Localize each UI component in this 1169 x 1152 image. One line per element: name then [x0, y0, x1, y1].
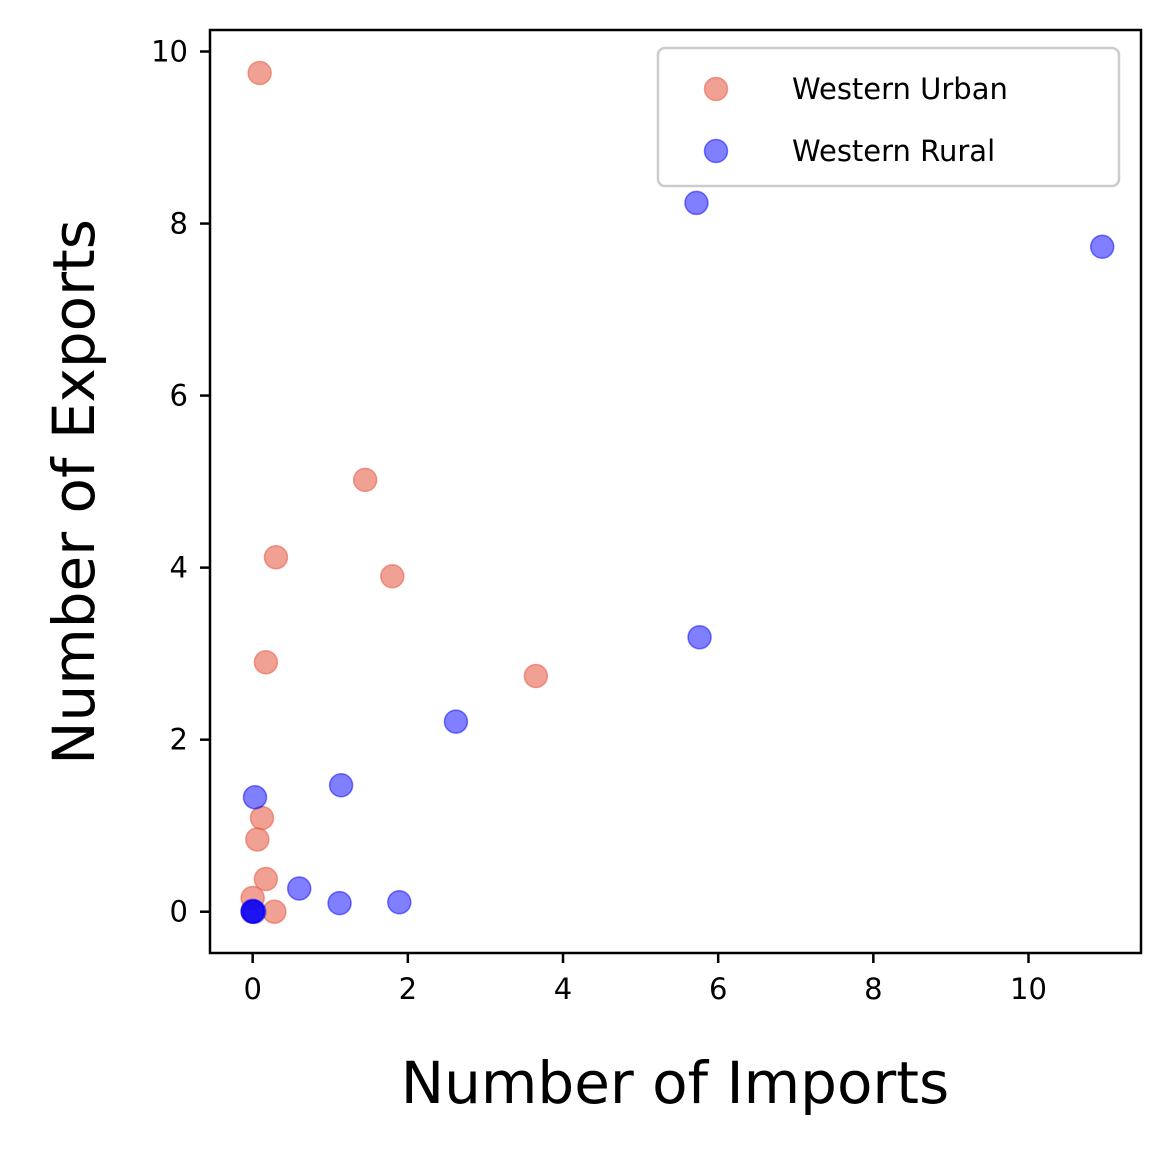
- data-point: [263, 545, 289, 570]
- data-point: [328, 773, 354, 798]
- data-point: [327, 890, 352, 916]
- data-point: [387, 889, 412, 915]
- data-point: [253, 650, 279, 675]
- legend-entries: Western Urban Western Rural: [703, 72, 1008, 168]
- data-point: [523, 663, 549, 689]
- data-point: [240, 898, 265, 924]
- data-point: [380, 563, 405, 589]
- x-tick-label: 6: [709, 972, 727, 1006]
- data-point: [1089, 234, 1115, 260]
- data-point: [245, 827, 270, 852]
- data-point: [687, 625, 712, 650]
- data-point: [253, 866, 279, 892]
- legend-frame: [656, 46, 1121, 188]
- plot-area-frame: [208, 28, 1143, 955]
- data-point: [443, 709, 469, 734]
- y-tick-label: 2: [170, 723, 188, 757]
- points-layer: [240, 60, 1115, 924]
- legend-marker: [703, 138, 729, 164]
- x-tick-label: 10: [1010, 972, 1047, 1006]
- x-tick-label: 2: [399, 972, 417, 1006]
- y-axis-label: Number of Exports: [40, 219, 108, 765]
- data-point: [247, 60, 272, 86]
- x-tick-label: 4: [554, 972, 572, 1006]
- y-axis: 0 2 4 6 8 10: [151, 35, 210, 929]
- legend-label: Western Rural: [792, 134, 995, 168]
- data-point: [352, 467, 378, 493]
- x-tick-label: 8: [864, 972, 882, 1006]
- data-point: [684, 190, 709, 216]
- x-axis: 0 2 4 6 8 10: [243, 953, 1047, 1006]
- y-tick-label: 10: [151, 35, 188, 69]
- x-axis-label: Number of Imports: [401, 1049, 949, 1117]
- series-0: [240, 60, 549, 924]
- x-tick-label: 0: [243, 972, 261, 1006]
- data-point: [242, 785, 268, 810]
- data-point: [249, 805, 275, 831]
- y-tick-label: 6: [170, 379, 188, 413]
- legend-label: Western Urban: [792, 72, 1008, 106]
- legend-marker: [703, 76, 729, 102]
- y-tick-label: 0: [170, 895, 188, 929]
- data-point: [286, 876, 312, 901]
- series-1: [240, 190, 1115, 924]
- y-tick-label: 8: [170, 207, 188, 241]
- legend: Western Urban Western Rural: [656, 46, 1121, 188]
- y-tick-label: 4: [170, 551, 188, 585]
